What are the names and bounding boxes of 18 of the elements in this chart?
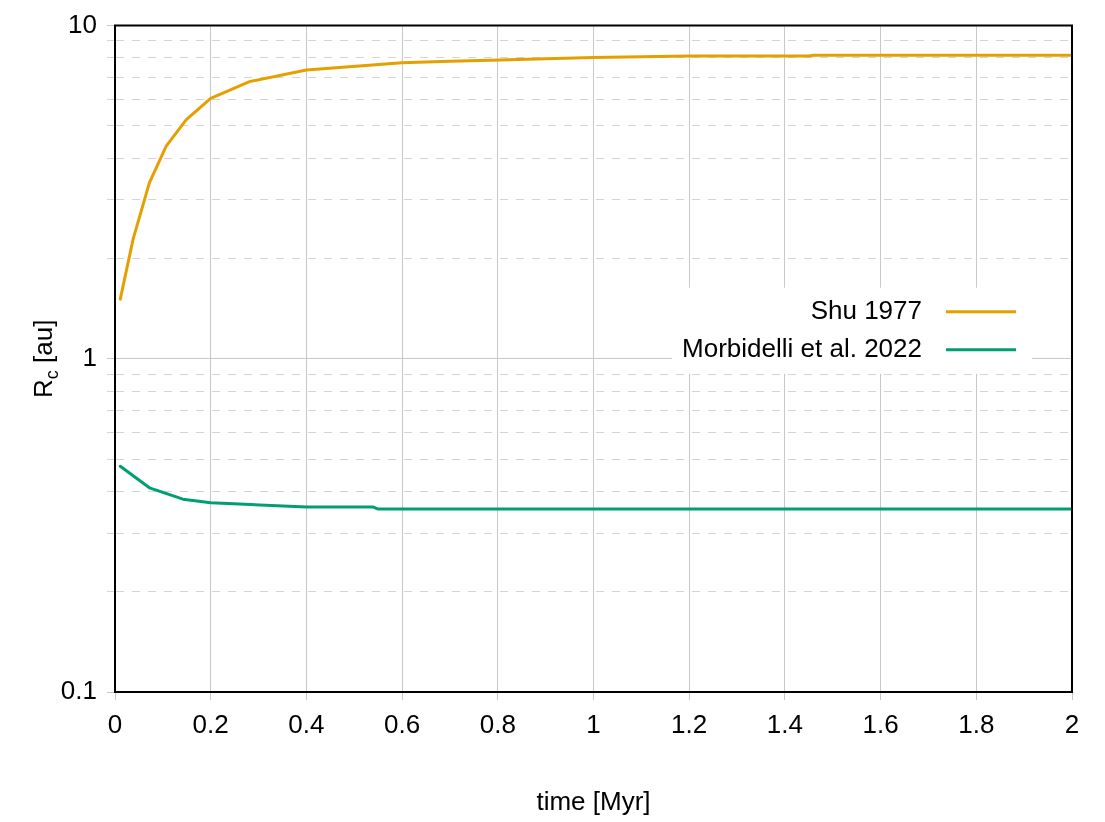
x-tick-label: 0.2 bbox=[192, 708, 229, 739]
x-tick-label: 0 bbox=[107, 708, 123, 739]
legend-label: Morbidelli et al. 2022 bbox=[682, 332, 922, 363]
x-tick-label: 1.8 bbox=[958, 708, 995, 739]
y-tick-label: 1 bbox=[82, 341, 97, 372]
y-tick-label: 10 bbox=[68, 8, 97, 39]
x-tick-label: 1.2 bbox=[671, 708, 708, 739]
x-tick-label: 1.4 bbox=[766, 708, 803, 739]
x-tick-label: 0.4 bbox=[288, 708, 325, 739]
y-axis-title: Rc [au] bbox=[28, 319, 62, 398]
x-tick-label: 2 bbox=[1064, 708, 1080, 739]
y-tick-label: 0.1 bbox=[60, 675, 97, 706]
x-axis-title: time [Myr] bbox=[536, 785, 651, 816]
legend-label: Shu 1977 bbox=[810, 294, 922, 325]
x-tick-label: 1.6 bbox=[862, 708, 899, 739]
x-tick-label: 0.6 bbox=[384, 708, 421, 739]
x-tick-label: 0.8 bbox=[479, 708, 516, 739]
x-tick-label: 1 bbox=[586, 708, 601, 739]
